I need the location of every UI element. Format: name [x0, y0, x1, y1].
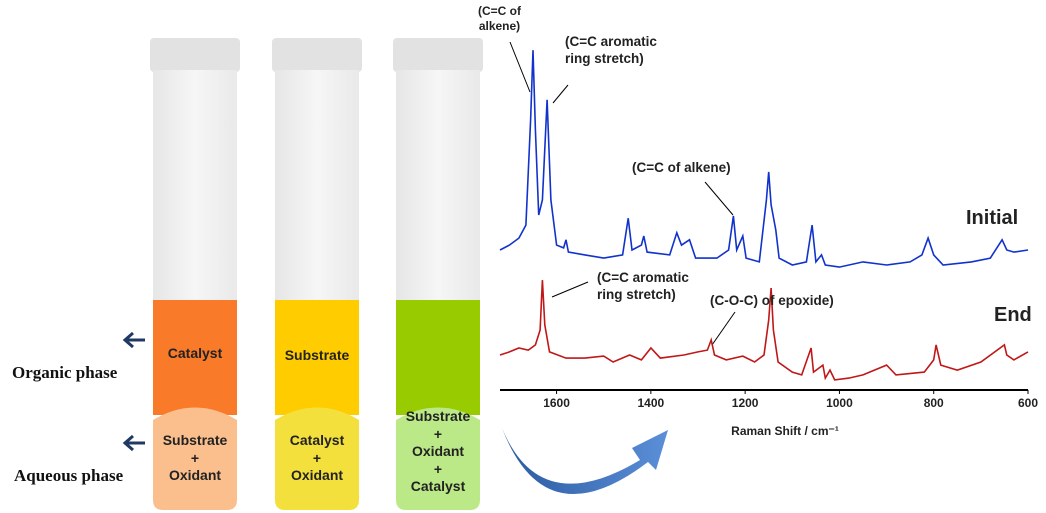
tube-label: Catalyst + Oxidant — [272, 432, 362, 485]
phase-label: Organic phase — [12, 362, 117, 383]
spectrum-chart — [500, 50, 1028, 394]
x-axis-label: Raman Shift / cm⁻¹ — [700, 424, 870, 439]
series-label: End — [994, 303, 1032, 328]
x-tick-label: 1200 — [725, 396, 765, 411]
phase-arrows — [125, 333, 145, 450]
annotation: (C=C of alkene) — [632, 160, 731, 177]
figure: Catalyst Substrate + Oxidant Substrate C… — [0, 0, 1046, 513]
tube-label: Substrate — [272, 347, 362, 365]
x-tick-label: 1600 — [537, 396, 577, 411]
x-tick-label: 800 — [914, 396, 954, 411]
cap — [393, 38, 483, 72]
x-tick-label: 600 — [1008, 396, 1046, 411]
annotation: (C-O-C) of epoxide) — [710, 293, 834, 310]
glass — [153, 70, 237, 310]
glass — [396, 70, 480, 310]
x-tick-label: 1000 — [819, 396, 859, 411]
x-tick-label: 1400 — [631, 396, 671, 411]
annotation: (C=C aromatic ring stretch) — [597, 270, 689, 304]
tube-label: Substrate + Oxidant + Catalyst — [393, 408, 483, 496]
arrow — [125, 333, 145, 347]
pointer — [705, 182, 733, 215]
tube-label: Substrate + Oxidant — [150, 432, 240, 485]
spectrum-line — [500, 50, 1028, 267]
pointer — [510, 42, 530, 92]
organic-phase — [396, 300, 480, 415]
series-label: Initial — [966, 206, 1018, 231]
pointer — [552, 282, 588, 297]
annotation: (C=C of alkene) — [478, 4, 521, 34]
arrow — [125, 436, 145, 450]
glass — [275, 70, 359, 310]
phase-label: Aqueous phase — [14, 465, 123, 486]
cap — [272, 38, 362, 72]
tube-label: Catalyst — [150, 345, 240, 363]
pointer — [712, 312, 735, 345]
annotation: (C=C aromatic ring stretch) — [565, 34, 657, 68]
cap — [150, 38, 240, 72]
pointer — [553, 85, 568, 103]
curved-arrow — [502, 428, 668, 494]
